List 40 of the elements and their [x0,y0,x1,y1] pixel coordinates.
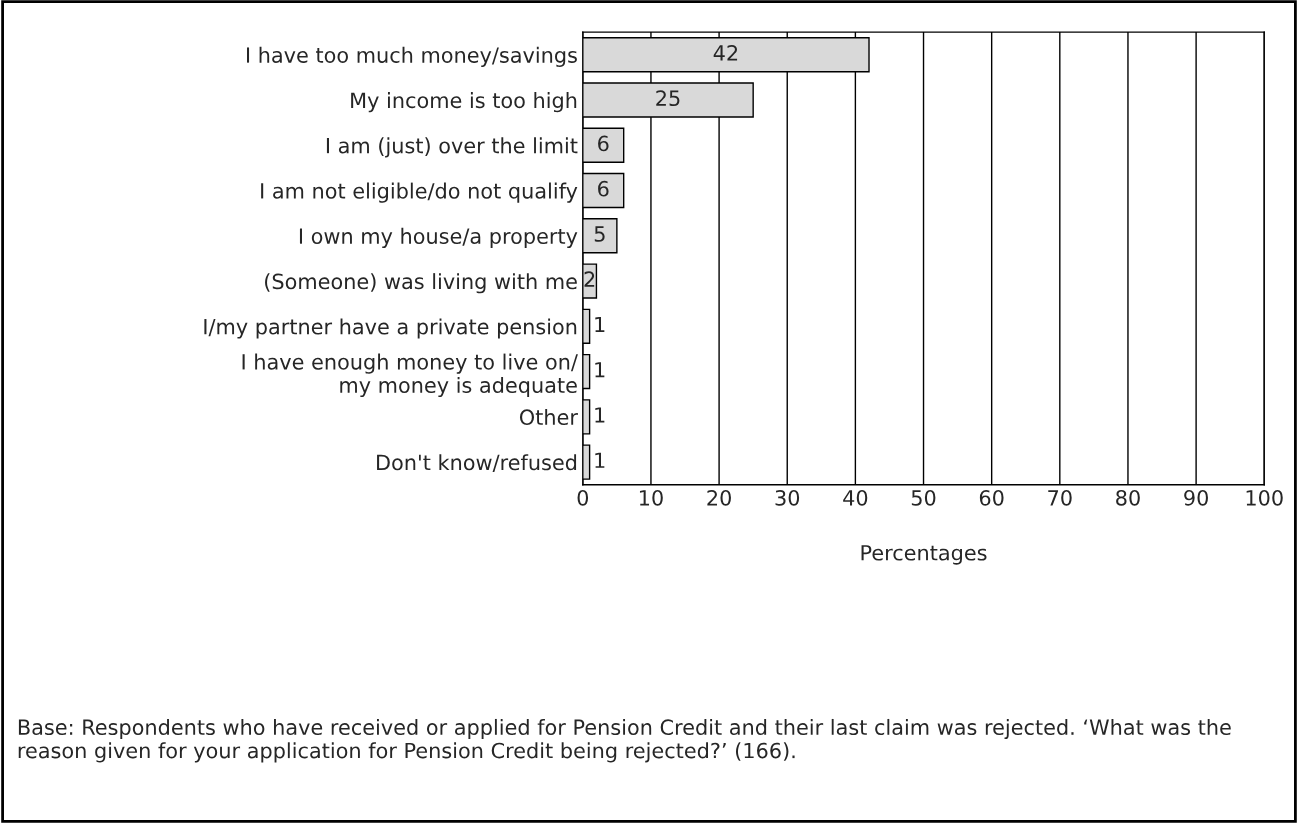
data-label: 6 [598,135,609,152]
bar [582,444,591,480]
data-label: 6 [598,180,609,197]
y-tick-label: I have enough money to live on/ my money is adequate [242,353,578,398]
data-label: 1 [595,452,605,468]
bar [582,353,591,390]
x-tick-label: 50 [911,489,936,506]
x-tick-label: 30 [775,489,800,506]
bar [582,127,625,163]
y-tick-label: I own my house/a property [299,227,578,249]
bar [582,172,625,209]
y-tick-label: (Someone) was living with me [265,273,577,294]
x-tick-label: 70 [1048,489,1072,506]
data-label: 5 [594,226,605,242]
y-tick-label: My income is too high [351,92,577,113]
x-tick-label: 90 [1184,489,1208,506]
data-label: 1 [595,407,605,423]
bar [582,308,591,344]
y-tick-label: I/my partner have a private pension [204,318,577,339]
bar [582,218,618,254]
y-tick-label: Don't know/refused [377,454,577,472]
data-label: 25 [656,90,680,107]
y-tick-label: I am not eligible/do not qualify [261,182,578,203]
x-tick-label: 40 [843,489,868,506]
x-axis-title: Percentages [861,545,987,565]
y-tick-label: Other [519,408,578,426]
x-tick-label: 10 [639,489,663,506]
text: Base: Respondents who have received or applied for Pension Credit and their last claim was rejected. ‘What was the reason given for your application for Pension Credit being rejected?’ (166). [18,718,1231,763]
y-tick-label: I am (just) over the limit [326,137,578,158]
x-tick-label: 80 [1116,489,1140,506]
data-label: 1 [595,316,605,333]
x-tick-label: 60 [979,489,1004,506]
data-label: 2 [584,271,595,287]
x-tick-label: 20 [707,489,731,506]
y-tick-label: I have too much money/savings [246,46,577,67]
x-tick-label: 0 [577,489,589,506]
bar [582,399,591,435]
data-label: 1 [595,362,605,378]
x-tick-label: 100 [1246,489,1283,506]
data-label: 42 [713,45,738,61]
